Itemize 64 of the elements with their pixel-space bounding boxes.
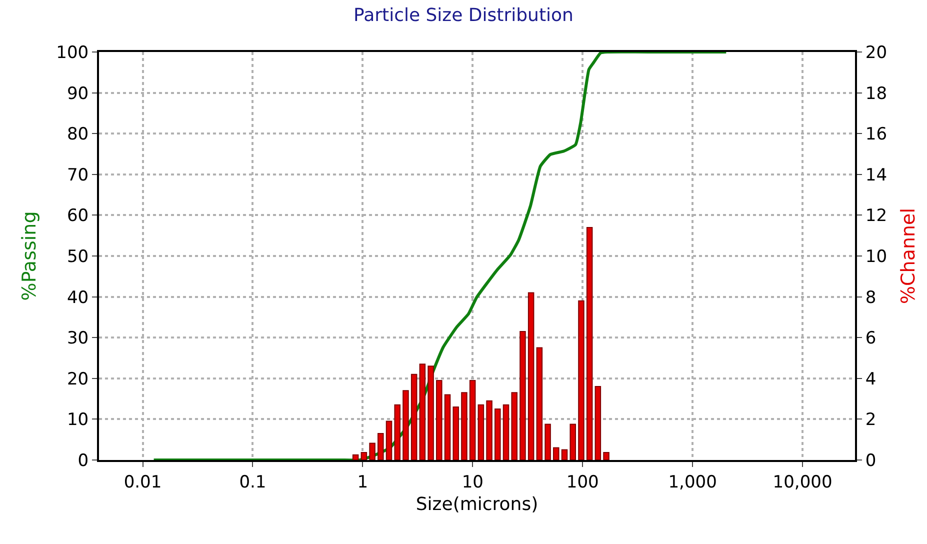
- y-tick-label: 80: [66, 124, 89, 145]
- chart-title: Particle Size Distribution: [354, 4, 574, 26]
- x-tick-label: 0.01: [124, 472, 162, 492]
- y-tick-label: 90: [66, 84, 89, 104]
- x-tick-label: 0.1: [239, 472, 266, 492]
- y-tick-label: 100: [56, 42, 89, 63]
- x-tick-label: 1: [357, 472, 368, 492]
- bar: [586, 226, 593, 460]
- bar: [461, 392, 468, 460]
- x-tick-label: 10,000: [772, 472, 832, 492]
- bar: [386, 420, 392, 460]
- y-tick-label: 40: [66, 288, 89, 308]
- bar: [570, 424, 576, 460]
- bar: [360, 452, 368, 460]
- y2-tick-label: 8: [865, 288, 876, 308]
- y2-tick-label: 16: [865, 124, 888, 145]
- y-tick-label: 30: [66, 328, 89, 349]
- bar: [502, 404, 510, 460]
- y-axis-title: %Passing: [18, 211, 40, 301]
- x-tick-label: 10: [462, 472, 484, 492]
- y2-tick-label: 14: [865, 165, 888, 186]
- bar: [452, 406, 459, 460]
- y-tick-label: 0: [78, 450, 89, 471]
- y-tick-label: 10: [66, 410, 89, 430]
- bar: [444, 394, 451, 460]
- y2-tick-label: 10: [865, 246, 888, 267]
- bar: [378, 432, 384, 460]
- bar: [561, 449, 568, 460]
- y2-tick-label: 6: [865, 328, 876, 349]
- bar: [469, 380, 476, 460]
- bar: [511, 392, 518, 460]
- y2-tick-label: 20: [865, 42, 888, 63]
- bar: [594, 386, 602, 460]
- bar: [410, 374, 418, 460]
- y-tick-label: 50: [66, 246, 89, 267]
- y2-tick-label: 4: [865, 369, 876, 390]
- y2-axis-title: %Channel: [897, 208, 920, 304]
- y-tick-label: 60: [66, 206, 89, 226]
- y-tick-label: 20: [66, 369, 89, 390]
- bar: [419, 364, 426, 460]
- bar: [603, 452, 610, 460]
- bar: [494, 408, 501, 460]
- bar: [436, 380, 442, 460]
- y2-tick-label: 18: [865, 84, 888, 104]
- bar: [394, 404, 400, 460]
- x-tick-label: 100: [566, 472, 599, 492]
- bar: [369, 442, 376, 460]
- y2-tick-label: 12: [865, 206, 888, 226]
- bar: [578, 300, 584, 460]
- bar: [520, 330, 526, 460]
- x-tick-label: 1,000: [668, 472, 717, 492]
- bar: [402, 390, 409, 460]
- bar: [544, 424, 551, 460]
- y2-tick-label: 2: [865, 410, 876, 430]
- bar: [536, 347, 543, 460]
- bar: [478, 404, 484, 460]
- x-axis-title: Size(microns): [416, 494, 538, 515]
- y-tick-label: 70: [66, 165, 89, 186]
- bar: [486, 400, 492, 460]
- bar: [352, 454, 359, 460]
- bar: [553, 447, 560, 460]
- y2-tick-label: 0: [865, 450, 876, 471]
- bar: [528, 292, 534, 460]
- bar: [428, 366, 434, 460]
